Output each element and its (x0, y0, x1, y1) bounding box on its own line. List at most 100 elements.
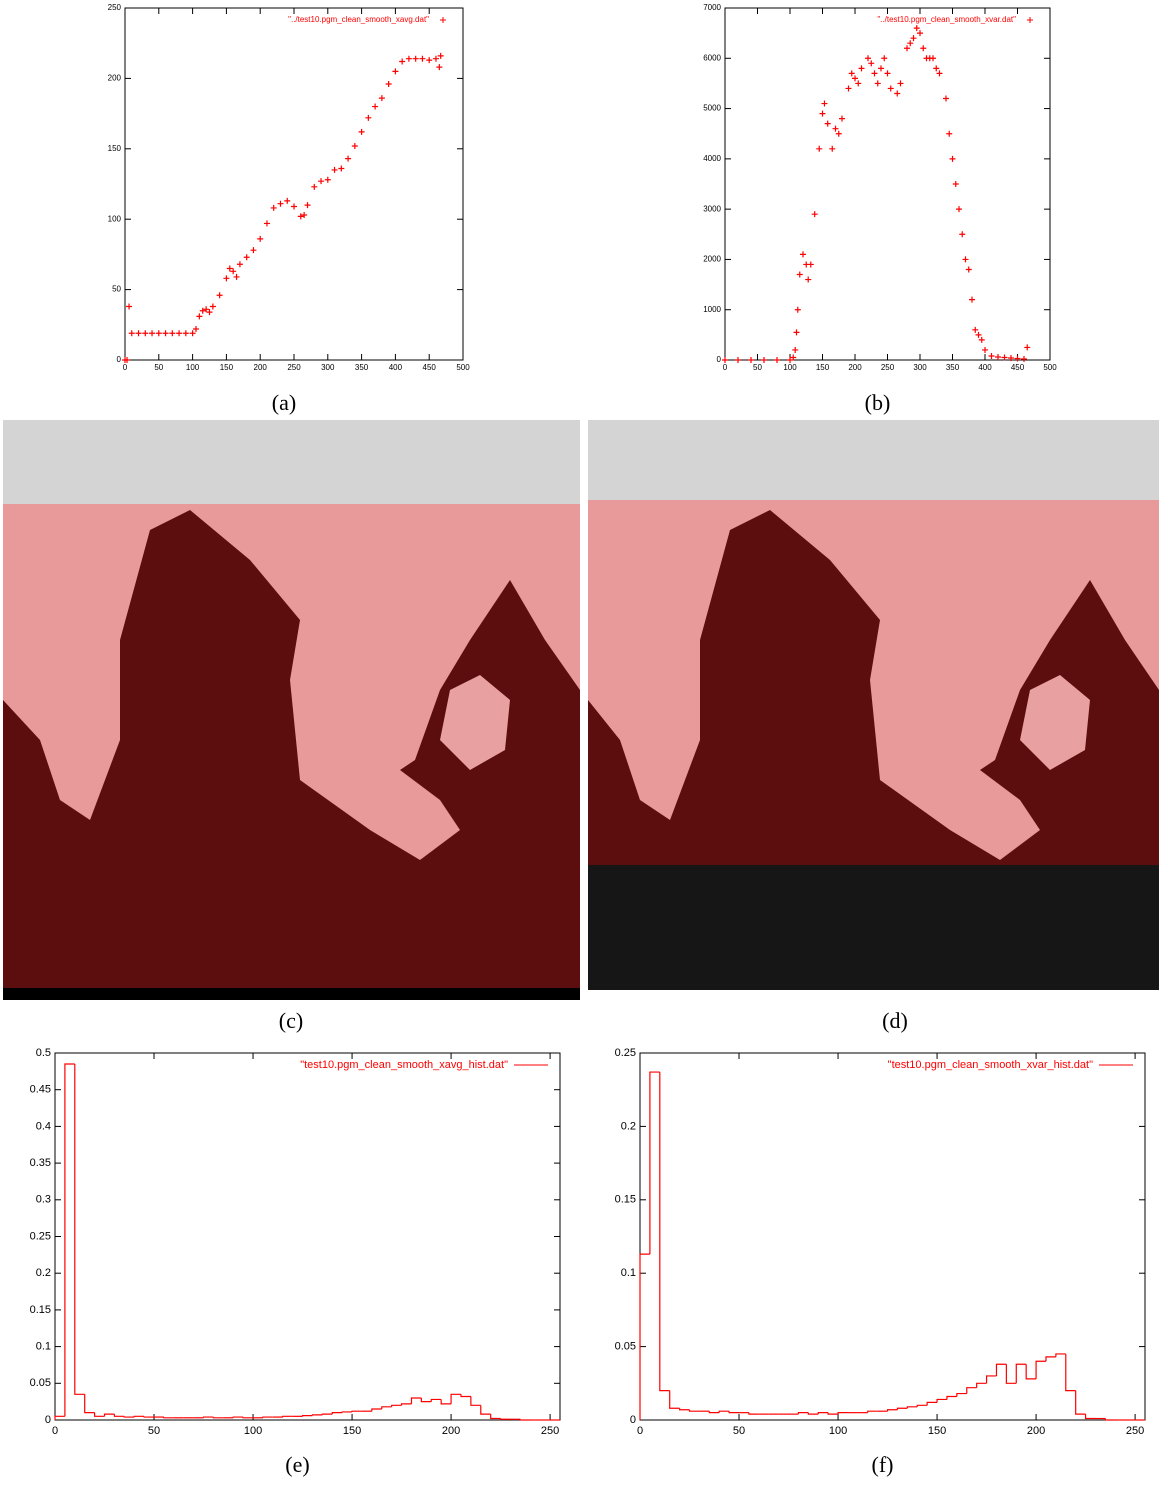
x-tick-label: 200 (254, 363, 268, 372)
x-tick-label: 450 (423, 363, 437, 372)
x-tick-label: 0 (723, 363, 728, 372)
point (385, 81, 392, 88)
point (437, 52, 444, 59)
point (135, 330, 142, 337)
point (426, 57, 433, 64)
point (790, 354, 797, 361)
point (372, 103, 379, 110)
point (338, 165, 345, 172)
point (1024, 344, 1031, 351)
y-tick-label: 0.35 (30, 1157, 51, 1169)
x-tick-label: 150 (816, 363, 830, 372)
bin (966, 1387, 977, 1394)
point (774, 357, 780, 363)
bin (1104, 1418, 1116, 1421)
point (949, 155, 956, 162)
point (819, 110, 826, 117)
point (796, 271, 803, 278)
x-tick-label: 100 (244, 1425, 262, 1437)
y-tick-label: 2000 (703, 255, 721, 264)
bin (202, 1416, 214, 1418)
point (203, 306, 210, 313)
caption: (c) (279, 1008, 303, 1033)
point (975, 331, 982, 338)
point (345, 155, 352, 162)
point (858, 65, 865, 72)
point (839, 115, 845, 122)
point (995, 353, 1001, 360)
point (962, 256, 969, 263)
point (432, 55, 439, 62)
point (263, 220, 270, 227)
bin (74, 1064, 85, 1395)
bin (242, 1417, 254, 1419)
bin (499, 1418, 511, 1420)
point (794, 306, 801, 313)
bin (1075, 1390, 1086, 1415)
x-tick-label: 500 (456, 363, 470, 372)
bin (212, 1417, 224, 1419)
bin (797, 1412, 809, 1415)
bin (946, 1395, 957, 1400)
point (956, 206, 962, 213)
y-tick-label: 0.25 (615, 1047, 636, 1059)
point (959, 231, 966, 238)
point (270, 204, 277, 211)
bin (331, 1412, 343, 1415)
point (722, 357, 728, 363)
bin (896, 1407, 908, 1410)
bin (460, 1394, 471, 1398)
point (331, 166, 338, 173)
bin (1045, 1356, 1056, 1362)
bin (123, 1416, 135, 1418)
bin (916, 1404, 928, 1407)
y-tick-label: 6000 (703, 53, 721, 62)
point (192, 326, 199, 333)
point (284, 197, 291, 204)
point (816, 145, 823, 152)
caption: (f) (872, 1452, 894, 1477)
x-tick-label: 250 (541, 1425, 559, 1437)
x-tick-label: 200 (442, 1425, 460, 1437)
plot-frame (724, 7, 1051, 361)
bin (163, 1417, 174, 1419)
point (365, 114, 372, 121)
point (943, 95, 949, 102)
caption: (a) (272, 390, 296, 415)
y-tick-label: 250 (108, 3, 122, 12)
point (1021, 355, 1027, 362)
point (904, 45, 910, 52)
point (913, 25, 920, 32)
point (855, 80, 862, 87)
point (800, 251, 806, 258)
point (311, 183, 318, 190)
y-tick-label: 4000 (703, 154, 721, 163)
bin (956, 1392, 967, 1397)
legend-label: "test10.pgm_clean_smooth_xvar_hist.dat" (888, 1059, 1093, 1071)
point (169, 330, 176, 337)
point (969, 296, 975, 303)
bin (410, 1397, 422, 1404)
bin (679, 1408, 690, 1411)
point (811, 211, 818, 218)
point (233, 273, 240, 280)
point (735, 357, 741, 363)
bin (708, 1411, 720, 1414)
point (291, 203, 297, 210)
x-tick-label: 0 (52, 1425, 58, 1437)
y-tick-label: 0 (630, 1414, 636, 1426)
bin (807, 1412, 819, 1415)
point (982, 346, 988, 353)
legend-label: "test10.pgm_clean_smooth_xavg_hist.dat" (300, 1059, 508, 1071)
x-tick-label: 400 (389, 363, 403, 372)
bin (470, 1396, 481, 1406)
y-tick-label: 0.25 (30, 1230, 51, 1242)
bin (519, 1419, 531, 1421)
point (865, 55, 871, 62)
point (378, 95, 385, 102)
image-c (3, 420, 580, 1000)
bin (1035, 1360, 1046, 1379)
point (301, 211, 308, 218)
point (1008, 354, 1014, 361)
bin (669, 1390, 680, 1409)
